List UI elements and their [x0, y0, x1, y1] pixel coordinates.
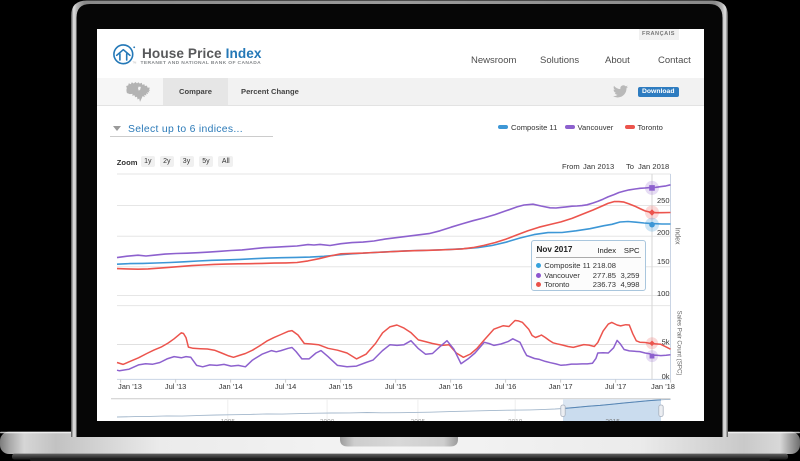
svg-text:Jan '16: Jan '16: [439, 382, 463, 391]
svg-text:Jul '17: Jul '17: [605, 382, 626, 391]
svg-text:0k: 0k: [662, 372, 670, 381]
svg-text:150: 150: [657, 257, 670, 266]
svg-text:2010: 2010: [508, 419, 523, 422]
svg-text:1995: 1995: [221, 419, 236, 422]
svg-text:2005: 2005: [411, 419, 426, 422]
svg-text:Jan '13: Jan '13: [118, 382, 142, 391]
svg-text:200: 200: [657, 228, 670, 237]
svg-text:100: 100: [657, 289, 670, 298]
svg-text:2015: 2015: [605, 419, 620, 422]
svg-text:TM: TM: [133, 60, 137, 64]
svg-text:Jul '14: Jul '14: [275, 382, 296, 391]
svg-text:Jan '15: Jan '15: [329, 382, 353, 391]
svg-text:2000: 2000: [320, 419, 335, 422]
svg-text:250: 250: [657, 196, 670, 205]
svg-text:Index: Index: [674, 227, 681, 245]
svg-text:Jan '14: Jan '14: [219, 382, 243, 391]
svg-text:Sales Pair Count (SPC): Sales Pair Count (SPC): [676, 311, 683, 376]
svg-text:Jan '17: Jan '17: [549, 382, 573, 391]
svg-text:Jul '16: Jul '16: [495, 382, 516, 391]
svg-text:Jan '18: Jan '18: [651, 382, 675, 391]
svg-text:Jul '13: Jul '13: [165, 382, 186, 391]
svg-text:5k: 5k: [662, 338, 670, 347]
svg-text:Jul '15: Jul '15: [385, 382, 406, 391]
